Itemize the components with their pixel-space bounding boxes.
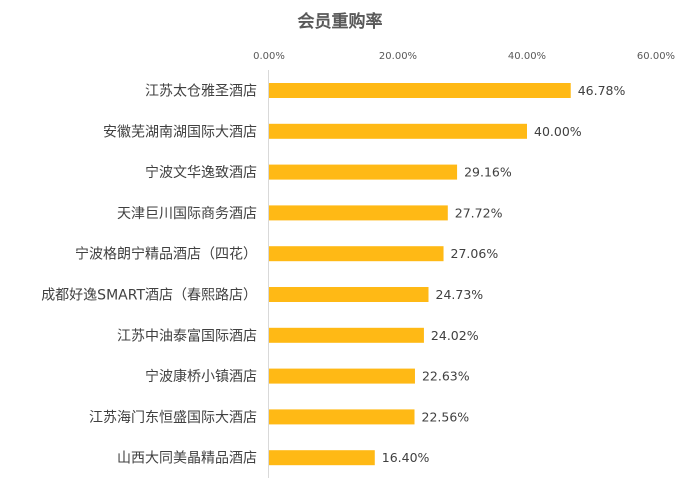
value-label: 24.73% xyxy=(436,287,484,302)
category-label: 宁波格朗宁精品酒店（四花） xyxy=(75,246,257,263)
category-label: 宁波康桥小镇酒店 xyxy=(145,368,257,385)
x-tick-label: 0.00% xyxy=(253,51,285,62)
value-label: 27.72% xyxy=(455,205,503,220)
x-axis-ticks: 0.00% 20.00% 40.00% 60.00% xyxy=(253,51,675,62)
x-tick-label: 40.00% xyxy=(508,51,546,62)
value-label: 24.02% xyxy=(431,328,479,343)
bar xyxy=(269,287,429,302)
bar xyxy=(269,123,527,139)
category-label: 江苏中油泰富国际酒店 xyxy=(117,327,257,344)
bar xyxy=(269,246,444,262)
x-tick-label: 20.00% xyxy=(379,51,417,62)
value-label: 22.56% xyxy=(422,409,470,424)
category-label: 成都好逸SMART酒店（春熙路店） xyxy=(41,288,257,304)
value-label: 40.00% xyxy=(534,124,582,139)
value-label: 46.78% xyxy=(578,83,626,98)
category-label: 安徽芜湖南湖国际大酒店 xyxy=(103,123,257,140)
bar xyxy=(269,368,415,384)
bar xyxy=(269,450,375,466)
value-label: 16.40% xyxy=(382,450,430,465)
value-label: 27.06% xyxy=(451,246,499,261)
bar xyxy=(269,83,571,98)
value-label: 22.63% xyxy=(422,369,470,384)
x-tick-label: 60.00% xyxy=(637,51,675,62)
category-label: 江苏海门东恒盛国际大酒店 xyxy=(89,410,257,426)
bars xyxy=(269,83,571,466)
category-label: 山西大同美晶精品酒店 xyxy=(117,451,257,467)
value-label: 29.16% xyxy=(464,165,512,180)
bar xyxy=(269,205,448,221)
bar xyxy=(269,164,458,180)
bar xyxy=(269,409,415,425)
category-labels: 江苏太仓雅圣酒店安徽芜湖南湖国际大酒店宁波文华逸致酒店天津巨川国际商务酒店宁波格… xyxy=(41,84,257,467)
category-label: 天津巨川国际商务酒店 xyxy=(117,206,257,222)
value-labels: 46.78% 40.00% 29.16% 27.72% 27.06% 24.73% 24.0… xyxy=(382,83,626,465)
category-label: 江苏太仓雅圣酒店 xyxy=(145,84,257,100)
chart-title: 会员重购率 xyxy=(298,11,383,32)
bar xyxy=(269,327,424,343)
category-label: 宁波文华逸致酒店 xyxy=(145,164,257,181)
